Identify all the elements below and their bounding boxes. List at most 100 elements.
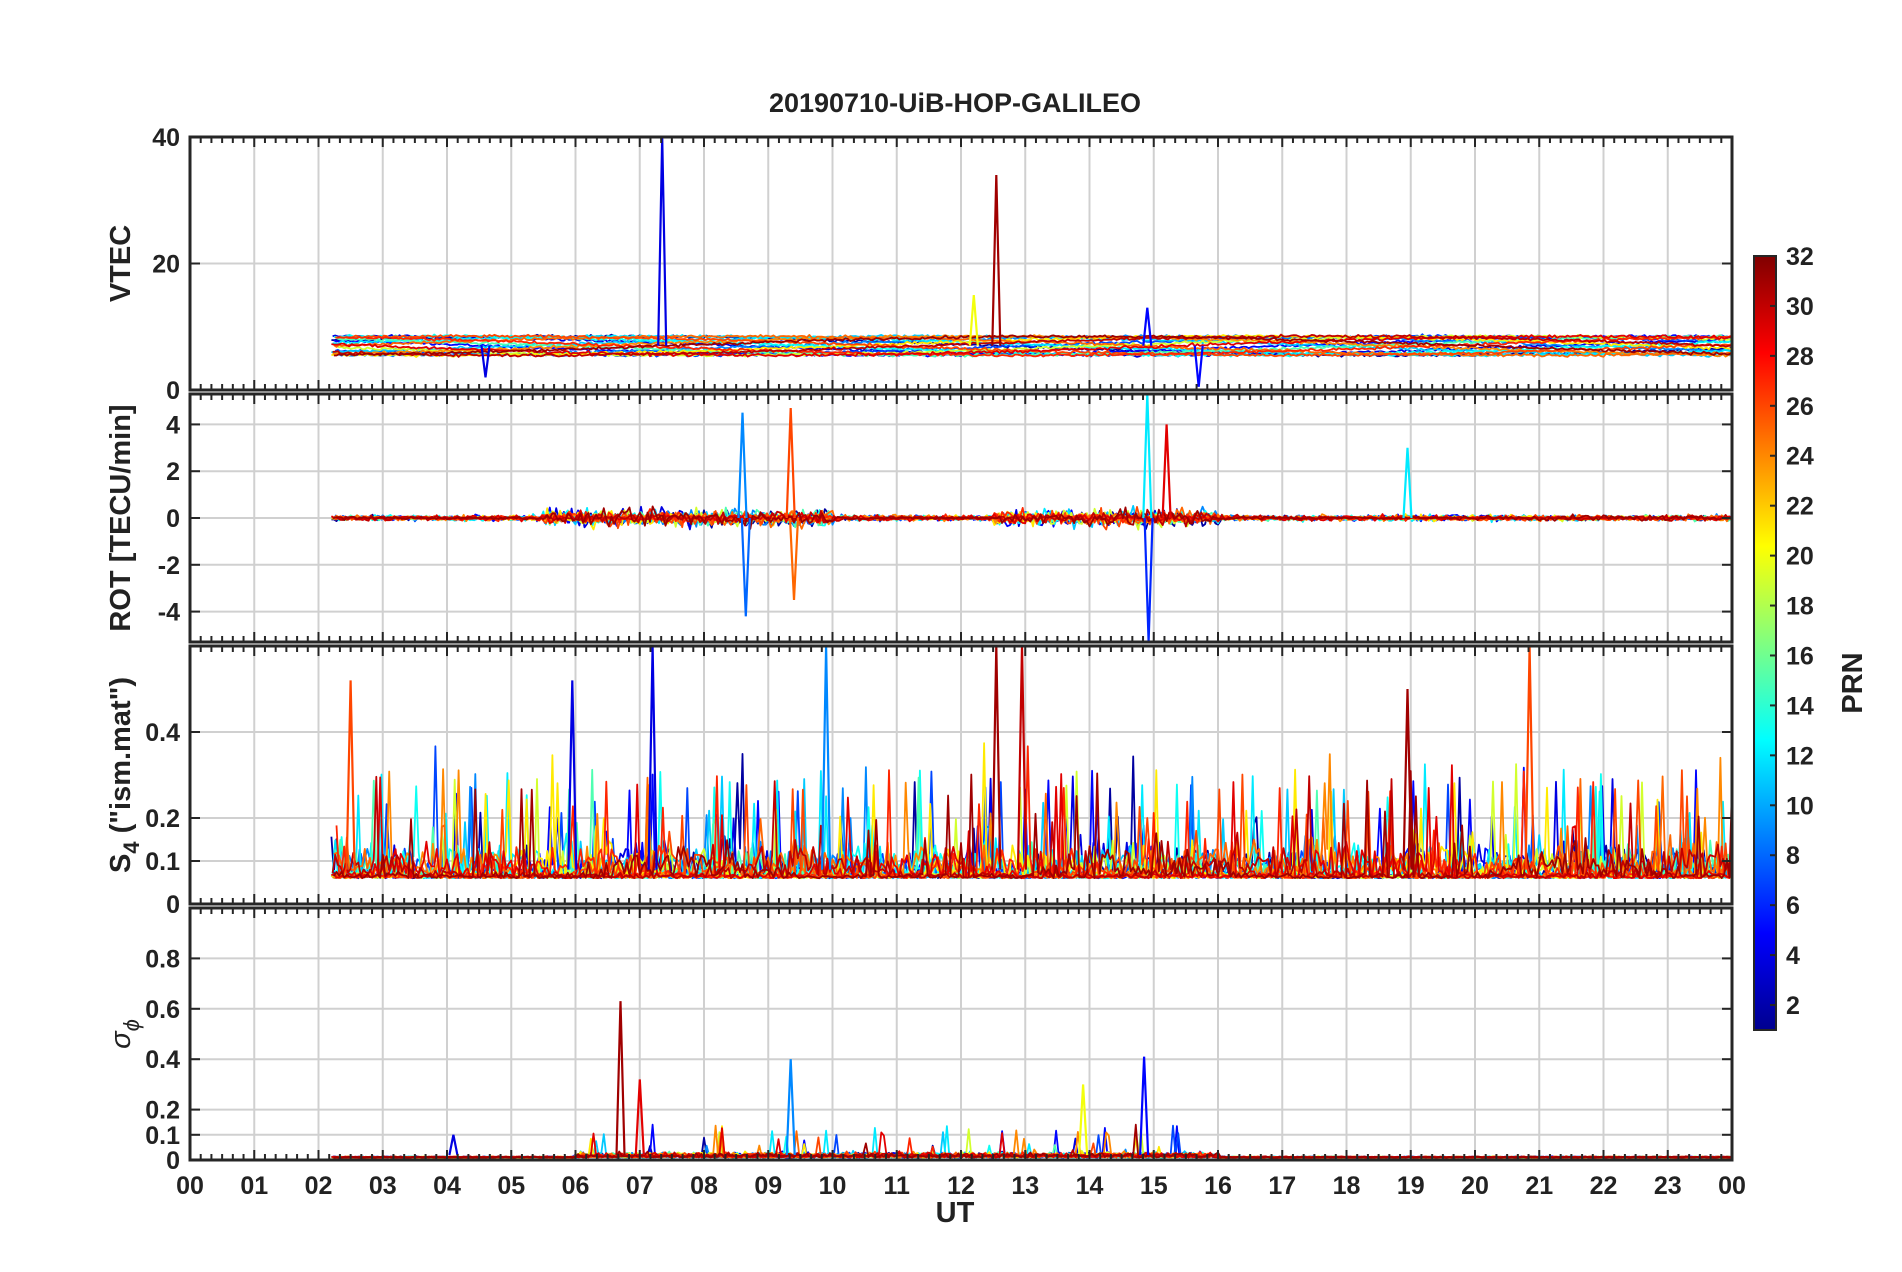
x-tick-label: 22 xyxy=(1590,1172,1618,1200)
x-tick-label: 23 xyxy=(1654,1172,1682,1200)
data-spike xyxy=(740,517,751,617)
x-tick-label: 06 xyxy=(562,1172,590,1200)
series-line-prn-31 xyxy=(333,1123,1732,1159)
data-spike xyxy=(785,407,796,519)
data-spike xyxy=(1143,517,1154,642)
x-tick-label: 14 xyxy=(1076,1172,1104,1200)
colorbar-tick-label: 18 xyxy=(1786,593,1814,621)
data-spike xyxy=(657,137,668,346)
data-spike xyxy=(1402,447,1413,519)
colorbar-gradient xyxy=(1754,256,1776,1030)
x-axis-label: UT xyxy=(936,1197,975,1229)
colorbar-tick-label: 8 xyxy=(1786,842,1800,870)
x-tick-label: 00 xyxy=(176,1172,204,1200)
series-line-prn-21 xyxy=(331,334,1732,358)
y-axis-label: ROT [TECU/min] xyxy=(105,404,137,631)
y-axis-label: σϕ xyxy=(105,1019,144,1049)
colorbar-tick-label: 30 xyxy=(1786,293,1814,321)
panel-vtec: 0 20 40 VTEC xyxy=(105,124,1734,405)
colorbar-tick-label: 26 xyxy=(1786,393,1814,421)
y-tick-label: 4 xyxy=(166,411,180,439)
colorbar-tick-label: 2 xyxy=(1786,992,1800,1020)
data-spike xyxy=(567,680,578,870)
x-tick-label: 11 xyxy=(884,1172,911,1200)
x-tick-label: 20 xyxy=(1461,1172,1489,1200)
y-axis-label: S4 ("ism.mat") xyxy=(105,677,144,873)
series-line-prn-31 xyxy=(333,505,1732,530)
data-spike xyxy=(785,1059,796,1156)
y-tick-label: -4 xyxy=(158,599,180,627)
data-spike xyxy=(1193,345,1204,387)
traces-vtec xyxy=(331,137,1732,387)
traces-s4 xyxy=(330,646,1732,880)
data-spike xyxy=(345,680,356,870)
colorbar-label: PRN xyxy=(1837,652,1869,713)
x-tick-label: 07 xyxy=(626,1172,654,1200)
y-tick-label: 0 xyxy=(166,891,180,919)
data-spike xyxy=(821,646,832,870)
y-tick-label: 2 xyxy=(166,458,180,486)
data-spike xyxy=(1161,424,1172,519)
x-tick-label: 13 xyxy=(1011,1172,1039,1200)
panel-s4: 0 0.1 0.2 0.4S4 ("ism.mat") xyxy=(105,644,1734,919)
colorbar-tick-label: 24 xyxy=(1786,443,1814,471)
colorbar-tick-label: 10 xyxy=(1786,792,1814,820)
x-tick-label: 12 xyxy=(947,1172,975,1200)
x-tick-label: 03 xyxy=(369,1172,397,1200)
data-spike xyxy=(1402,688,1413,870)
y-tick-label: 0.8 xyxy=(145,945,180,973)
y-tick-label: 0.2 xyxy=(145,805,180,833)
y-tick-label: 0.4 xyxy=(145,1046,180,1074)
y-tick-label: 0 xyxy=(166,377,180,405)
data-spike xyxy=(1142,394,1153,519)
data-spike xyxy=(991,646,1002,870)
series-line-prn-29 xyxy=(331,333,1732,358)
y-tick-label: 0.4 xyxy=(145,719,180,747)
data-spike xyxy=(1139,1056,1150,1156)
colorbar-tick-label: 12 xyxy=(1786,742,1814,770)
y-axis-label: VTEC xyxy=(105,225,137,302)
panel-sigma_phi: 00.10.2 0.4 0.6 0.8 σϕ 00 01 02 03 04 05 06 07 08 09 10… xyxy=(105,906,1746,1200)
panel-rot: -4 -2 0 2 4 ROT [TECU/min] xyxy=(105,392,1734,644)
data-spike xyxy=(647,646,658,870)
chart-title: 20190710-UiB-HOP-GALILEO xyxy=(769,88,1141,118)
traces-rot xyxy=(330,394,1732,642)
y-tick-label: 0.6 xyxy=(145,996,180,1024)
x-tick-label: 19 xyxy=(1397,1172,1425,1200)
series-line-prn-31 xyxy=(333,334,1732,357)
data-spike xyxy=(634,1079,645,1156)
x-tick-label: 10 xyxy=(819,1172,847,1200)
y-tick-label: 0.1 xyxy=(145,848,180,876)
x-tick-label: 17 xyxy=(1268,1172,1296,1200)
data-spike xyxy=(1524,646,1535,870)
y-tick-label: 20 xyxy=(152,251,180,279)
x-tick-label: 21 xyxy=(1525,1172,1553,1200)
colorbar-tick-label: 16 xyxy=(1786,642,1814,670)
data-spike xyxy=(991,174,1002,346)
series-line-prn-31 xyxy=(333,770,1732,880)
data-spike xyxy=(615,1001,626,1156)
y-tick-label: 0 xyxy=(166,1147,180,1175)
colorbar-tick-label: 32 xyxy=(1786,243,1814,271)
y-tick-label: 0 xyxy=(166,505,180,533)
y-tick-label: 0.1 xyxy=(145,1122,180,1150)
data-spike xyxy=(737,412,748,519)
data-spike xyxy=(480,345,491,378)
colorbar-tick-label: 6 xyxy=(1786,892,1800,920)
x-tick-label: 01 xyxy=(240,1172,268,1200)
data-spike xyxy=(788,517,800,600)
x-tick-label: 05 xyxy=(497,1172,525,1200)
series-line-prn-27 xyxy=(336,334,1732,358)
x-tick-label: 16 xyxy=(1204,1172,1232,1200)
y-tick-label: 40 xyxy=(152,124,180,152)
y-tick-label: 0.2 xyxy=(145,1097,180,1125)
x-tick-label: 02 xyxy=(305,1172,333,1200)
colorbar-tick-label: 14 xyxy=(1786,692,1814,720)
x-tick-label: 00 xyxy=(1718,1172,1746,1200)
data-spike xyxy=(968,295,979,346)
x-tick-label: 09 xyxy=(754,1172,782,1200)
colorbar-tick-label: 28 xyxy=(1786,343,1814,371)
